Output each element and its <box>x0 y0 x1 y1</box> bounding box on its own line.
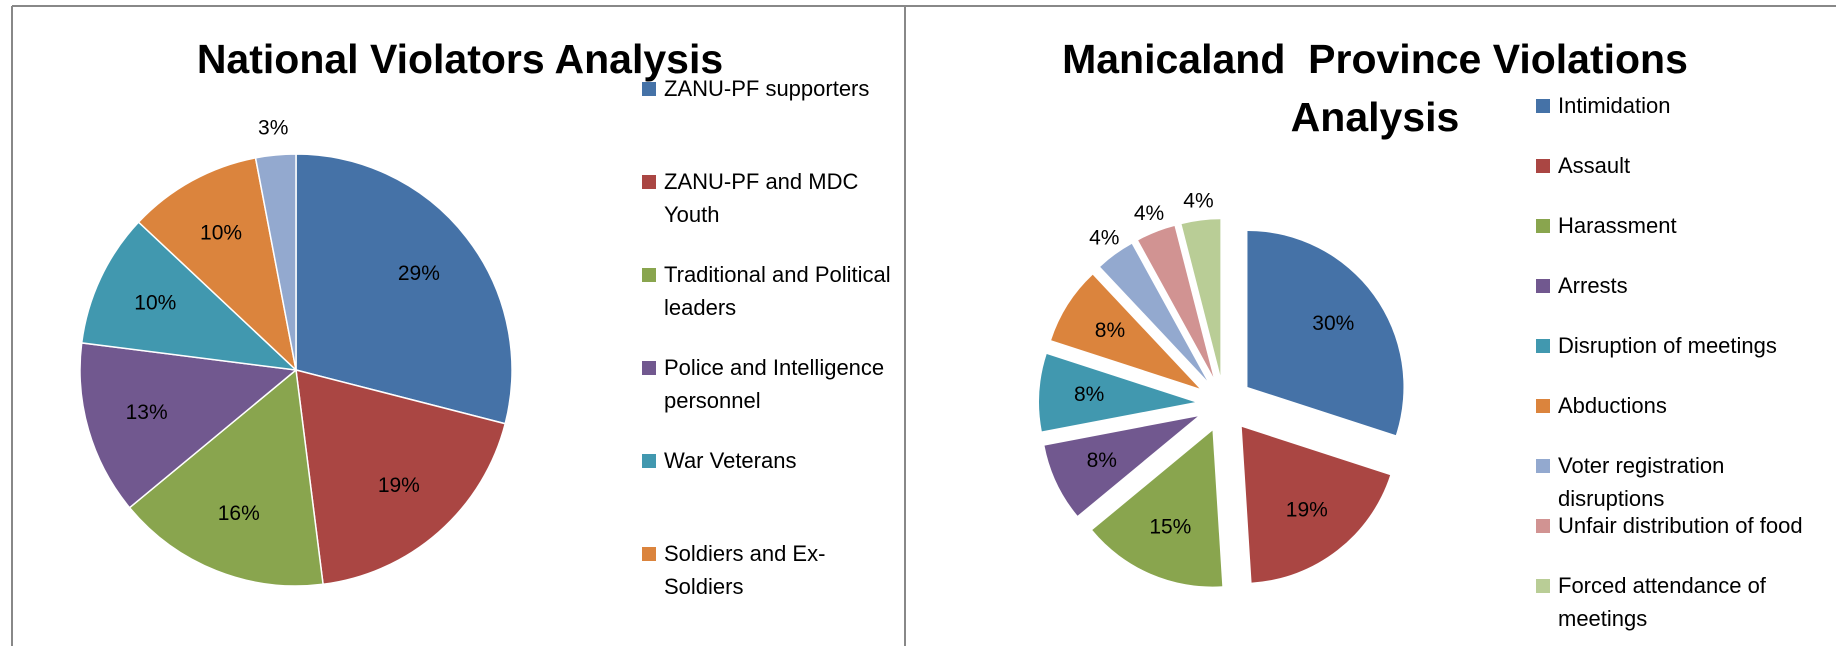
legend-swatch <box>1536 579 1550 593</box>
legend-entry: Traditional and Political leaders <box>642 258 894 324</box>
legend-entry: War Veterans <box>642 444 894 477</box>
legend-swatch <box>642 175 656 189</box>
chart-title: Manicaland Province Violations Analysis <box>1062 36 1698 140</box>
legend-entry: Police and Intelligence personnel <box>642 351 894 417</box>
pie-slice <box>1051 274 1200 389</box>
legend-swatch <box>1536 279 1550 293</box>
legend-swatch <box>642 268 656 282</box>
legend-label: War Veterans <box>664 448 797 473</box>
legend-entry: ZANU-PF and MDC Youth <box>642 165 894 231</box>
pie-slice <box>128 368 324 587</box>
legend-label: ZANU-PF supporters <box>664 76 870 101</box>
legend-label: Police and Intelligence personnel <box>664 355 885 413</box>
legend-swatch <box>1536 399 1550 413</box>
pie-slice <box>1138 225 1214 378</box>
pie-slice <box>137 156 298 373</box>
legend-swatch <box>642 454 656 468</box>
legend-entry: Voter registration disruptions <box>1536 449 1828 515</box>
pie-slice <box>295 368 507 586</box>
legend-label: Traditional and Political leaders <box>664 262 891 320</box>
data-label: 29% <box>398 262 440 285</box>
data-label: 19% <box>378 474 420 497</box>
legend-swatch <box>1536 519 1550 533</box>
legend-swatch <box>1536 219 1550 233</box>
legend-entry: Assault <box>1536 149 1828 182</box>
legend-label: Disruption of meetings <box>1558 333 1777 358</box>
pie-slice <box>1100 243 1207 381</box>
data-label: 8% <box>1087 449 1117 472</box>
legend-entry: Forced attendance of meetings <box>1536 569 1828 635</box>
legend-label: ZANU-PF and MDC Youth <box>664 169 859 227</box>
legend-swatch <box>1536 459 1550 473</box>
legend-entry: Harassment <box>1536 209 1828 242</box>
legend-entry: ZANU-PF supporters <box>642 72 894 105</box>
legend-label: Unfair distribution of food <box>1558 513 1803 538</box>
pie-slice <box>254 153 297 371</box>
legend-entry: Arrests <box>1536 269 1828 302</box>
legend-entry: Abductions <box>1536 389 1828 422</box>
pie-slice <box>295 153 513 425</box>
data-label: 8% <box>1095 319 1125 342</box>
data-label: 19% <box>1286 498 1328 521</box>
pie-slice <box>1181 219 1221 376</box>
legend-entry: Disruption of meetings <box>1536 329 1828 362</box>
data-label: 16% <box>218 502 260 525</box>
legend-entry: Intimidation <box>1536 89 1828 122</box>
legend-label: Intimidation <box>1558 93 1671 118</box>
pie-slice <box>1092 430 1223 587</box>
data-label: 4% <box>1134 202 1164 225</box>
legend-label: Forced attendance of meetings <box>1558 573 1766 631</box>
pie-slice <box>1039 353 1196 432</box>
pie-slice <box>1241 426 1391 583</box>
legend-swatch <box>1536 339 1550 353</box>
legend-label: Voter registration disruptions <box>1558 453 1725 511</box>
legend-swatch <box>642 361 656 375</box>
legend-label: Soldiers and Ex-Soldiers <box>664 541 826 599</box>
legend-swatch <box>1536 159 1550 173</box>
data-label: 8% <box>1074 383 1104 406</box>
pie-slice <box>80 221 299 372</box>
legend-swatch <box>642 547 656 561</box>
data-label: 4% <box>1183 189 1213 212</box>
legend-entry: Soldiers and Ex-Soldiers <box>642 537 894 603</box>
legend-label: Assault <box>1558 153 1631 178</box>
legend-label: Arrests <box>1558 273 1628 298</box>
data-label: 15% <box>1149 516 1191 539</box>
pie-slice <box>1247 230 1404 436</box>
data-label: 4% <box>1089 227 1119 250</box>
data-label: 10% <box>200 221 242 244</box>
pie-slice <box>79 342 298 509</box>
legend-swatch <box>1536 99 1550 113</box>
data-label: 13% <box>126 401 168 424</box>
legend-label: Harassment <box>1558 213 1677 238</box>
data-label: 3% <box>258 117 288 140</box>
data-label: 10% <box>134 291 176 314</box>
data-label: 30% <box>1312 312 1354 335</box>
pie-slice <box>1044 416 1198 516</box>
legend-entry: Unfair distribution of food <box>1536 509 1828 542</box>
chart-title: National Violators Analysis <box>196 36 724 82</box>
legend-swatch <box>642 82 656 96</box>
legend-label: Abductions <box>1558 393 1667 418</box>
